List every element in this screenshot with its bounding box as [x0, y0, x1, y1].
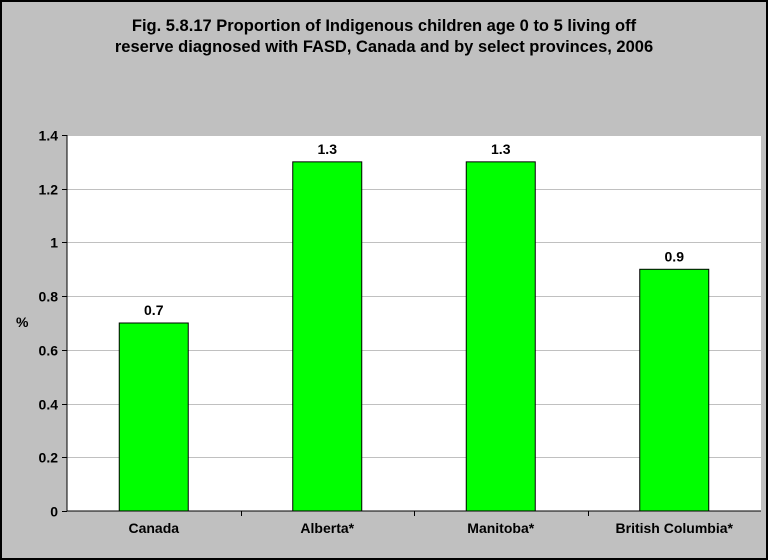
bar — [118, 322, 189, 512]
y-tick-label: 0.4 — [39, 397, 59, 413]
bar — [639, 268, 710, 512]
bar-value-label: 0.7 — [144, 302, 164, 318]
bar-value-label: 0.9 — [665, 248, 685, 264]
x-tick-label: Manitoba* — [467, 520, 534, 536]
x-tick-labels: Canada Alberta* Manitoba* British Columbia* — [128, 520, 733, 536]
x-tick-label: Canada — [128, 520, 179, 536]
bar-value-label: 1.3 — [318, 141, 338, 157]
y-tick-label: 0.8 — [39, 289, 59, 305]
y-tick-label: 0.2 — [39, 450, 59, 466]
x-tick-label: Alberta* — [300, 520, 354, 536]
axes — [62, 135, 761, 516]
y-axis-title: % — [16, 314, 29, 330]
chart-title: Fig. 5.8.17 Proportion of Indigenous chi… — [2, 16, 766, 58]
value-labels: 0.7 1.3 1.3 0.9 — [144, 141, 684, 318]
chart-title-line-2: reserve diagnosed with FASD, Canada and … — [114, 38, 654, 56]
y-tick-labels: 0 0.2 0.4 0.6 0.8 1 1.2 1.4 — [39, 128, 59, 520]
x-tick-label: British Columbia* — [616, 520, 734, 536]
chart-title-line-1: Fig. 5.8.17 Proportion of Indigenous chi… — [131, 17, 637, 35]
y-tick-label: 1 — [50, 235, 58, 251]
y-tick-label: 0 — [50, 504, 58, 520]
bars — [118, 161, 710, 512]
bar — [465, 161, 536, 512]
y-tick-label: 1.2 — [39, 182, 59, 198]
bar-value-label: 1.3 — [491, 141, 511, 157]
y-tick-label: 1.4 — [39, 128, 59, 144]
bar — [292, 161, 363, 512]
y-tick-label: 0.6 — [39, 343, 59, 359]
